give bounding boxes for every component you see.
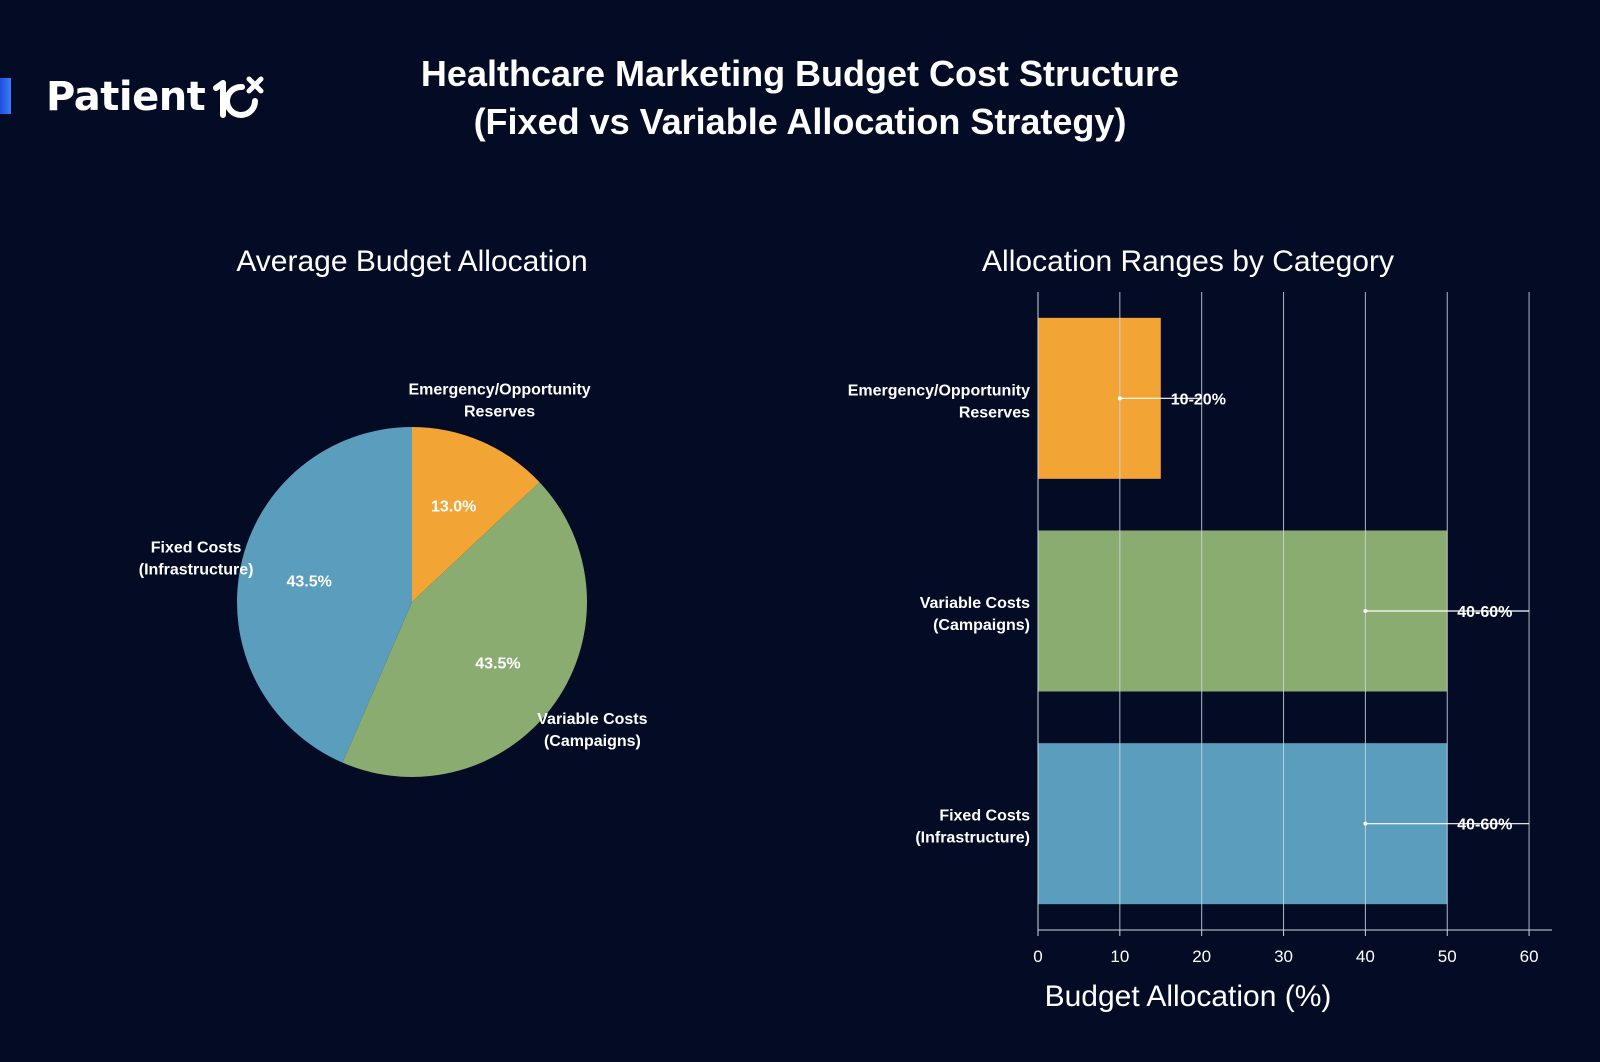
bar-category-label-fixed-costs: Fixed Costs (Infrastructure) xyxy=(915,808,1030,847)
pie-value-label-fixed-costs: 43.5% xyxy=(286,574,331,591)
pie-category-label-fixed-costs: Fixed Costs (Infrastructure) xyxy=(139,539,254,578)
brand-accent-bar xyxy=(0,78,11,114)
brand-logo: Patient xyxy=(46,72,265,122)
x-axis-title: Budget Allocation (%) xyxy=(1045,980,1332,1013)
page-title: Healthcare Marketing Budget Cost Structu… xyxy=(300,50,1300,146)
x-tick-label-50: 50 xyxy=(1438,947,1457,966)
x-tick-label-20: 20 xyxy=(1192,947,1211,966)
bar-category-label-variable-costs: Variable Costs (Campaigns) xyxy=(920,595,1030,634)
pie-category-label-variable-costs: Variable Costs (Campaigns) xyxy=(537,711,647,750)
range-start-marker-fixed-costs xyxy=(1363,821,1368,826)
bar-category-label-emergency-opportunity: Emergency/Opportunity Reserves xyxy=(848,382,1030,421)
range-start-marker-variable-costs xyxy=(1363,609,1368,613)
pie-value-label-emergency-opportunity: 13.0% xyxy=(431,499,476,516)
brand-mark-icon xyxy=(213,76,264,118)
range-label-variable-costs: 40-60% xyxy=(1457,604,1512,621)
x-tick-label-30: 30 xyxy=(1274,947,1293,966)
range-label-fixed-costs: 40-60% xyxy=(1457,817,1512,834)
pie-chart: Average Budget Allocation 13.0% Emergency/… xyxy=(139,245,648,777)
bar-chart-title: Allocation Ranges by Category xyxy=(982,245,1394,278)
brand-name: Patient xyxy=(46,74,206,120)
pie-category-label-emergency-opportunity: Emergency/Opportunity Reserves xyxy=(408,382,590,421)
pie-slice-fixed-costs xyxy=(236,427,412,763)
pie-slice-variable-costs xyxy=(342,482,587,777)
range-label-emergency-opportunity: 10-20% xyxy=(1171,391,1226,408)
range-bar-chart: Allocation Ranges by Category Emergency/O… xyxy=(848,245,1552,1013)
pie-slice-emergency-opportunity xyxy=(412,427,540,602)
x-tick-label-40: 40 xyxy=(1356,947,1375,966)
x-tick-label-0: 0 xyxy=(1033,947,1042,966)
page-title-line-2: (Fixed vs Variable Allocation Strategy) xyxy=(473,101,1127,142)
range-start-marker-emergency-opportunity xyxy=(1117,396,1122,401)
page-title-line-1: Healthcare Marketing Budget Cost Structu… xyxy=(420,53,1180,94)
pie-chart-title: Average Budget Allocation xyxy=(236,245,587,278)
pie-value-label-variable-costs: 43.5% xyxy=(475,655,520,672)
x-tick-label-60: 60 xyxy=(1520,947,1539,966)
x-tick-label-10: 10 xyxy=(1110,947,1129,966)
